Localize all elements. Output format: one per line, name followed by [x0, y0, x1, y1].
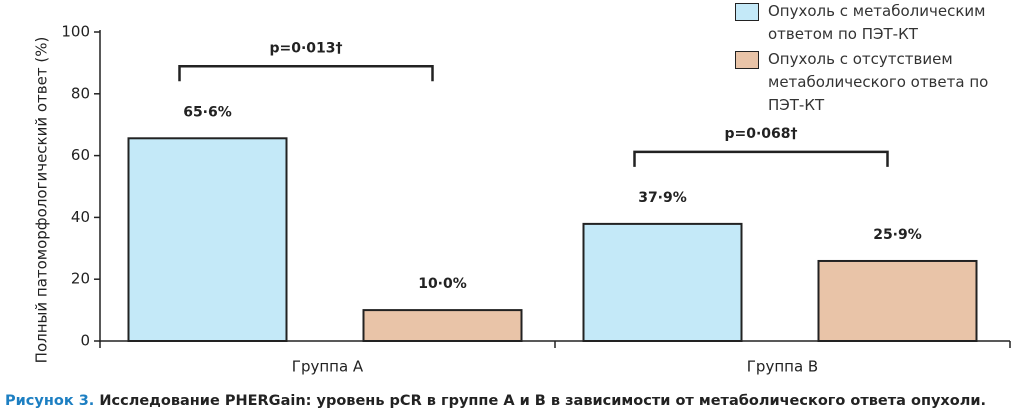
y-tick-label: 20 — [71, 270, 90, 288]
value-label: 65·6% — [183, 104, 232, 120]
legend-label: Опухоль с метаболическим ответом по ПЭТ-… — [768, 2, 986, 43]
x-tick-label: Группа А — [292, 358, 364, 376]
y-tick-label: 40 — [71, 208, 90, 226]
annotation: p=0·068† — [724, 126, 797, 142]
y-tick-label: 0 — [80, 332, 90, 350]
value-label: 25·9% — [873, 227, 922, 243]
bracket — [178, 65, 434, 82]
caption-label: Рисунок 3. — [5, 393, 95, 409]
y-tick-label: 80 — [71, 84, 90, 102]
y-tick-label: 60 — [71, 146, 90, 164]
annotation: p=0·013† — [269, 40, 342, 56]
legend-swatch — [735, 51, 759, 69]
legend: Опухоль с метаболическим ответом по ПЭТ-… — [735, 0, 1025, 119]
legend-label: Опухоль с отсутствием метаболического от… — [768, 50, 989, 114]
value-label: 37·9% — [638, 190, 687, 206]
legend-swatch — [735, 3, 759, 21]
value-label: 10·0% — [418, 276, 467, 292]
y-axis-label: Полный патоморфологический ответ (%) — [33, 37, 51, 364]
legend-item: Опухоль с метаболическим ответом по ПЭТ-… — [735, 0, 1025, 46]
caption: Рисунок 3. Исследование PHERGain: уровен… — [5, 393, 986, 409]
bar — [127, 137, 288, 342]
bar — [817, 259, 978, 342]
legend-item: Опухоль с отсутствием метаболического от… — [735, 48, 1025, 117]
x-tick-label: Группа В — [747, 358, 818, 376]
bracket — [633, 150, 889, 167]
y-tick-label: 100 — [61, 23, 90, 41]
bar — [582, 222, 743, 343]
caption-text: Исследование PHERGain: уровень pCR в гру… — [99, 393, 987, 409]
bar — [362, 309, 523, 343]
